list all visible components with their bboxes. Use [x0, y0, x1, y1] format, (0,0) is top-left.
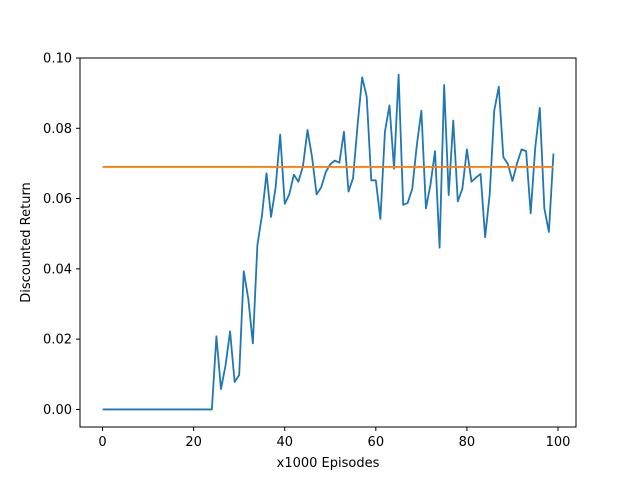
- x-tick-label: 40: [276, 435, 293, 450]
- x-tick-label: 60: [368, 435, 385, 450]
- x-tick-label: 20: [185, 435, 202, 450]
- y-tick-label: 0.02: [43, 333, 72, 348]
- x-axis-ticks: 0 20 40 60 80 100: [98, 427, 570, 450]
- y-tick-label: 0.00: [43, 403, 72, 418]
- x-tick-label: 100: [546, 435, 571, 450]
- x-tick-label: 80: [459, 435, 476, 450]
- y-tick-label: 0.08: [43, 122, 72, 137]
- series-line-1: [102, 73, 555, 411]
- y-tick-label: 0.06: [43, 192, 72, 207]
- y-tick-label: 0.04: [43, 262, 72, 277]
- y-tick-label: 0.10: [43, 52, 72, 67]
- y-axis-label: Discounted Return: [19, 182, 34, 303]
- plot-lines: [102, 73, 555, 411]
- x-axis-label: x1000 Episodes: [277, 456, 380, 471]
- x-tick-label: 0: [98, 435, 106, 450]
- y-axis-ticks: 0.00 0.02 0.04 0.06 0.08 0.10: [43, 52, 80, 418]
- axes-frame: [79, 57, 577, 428]
